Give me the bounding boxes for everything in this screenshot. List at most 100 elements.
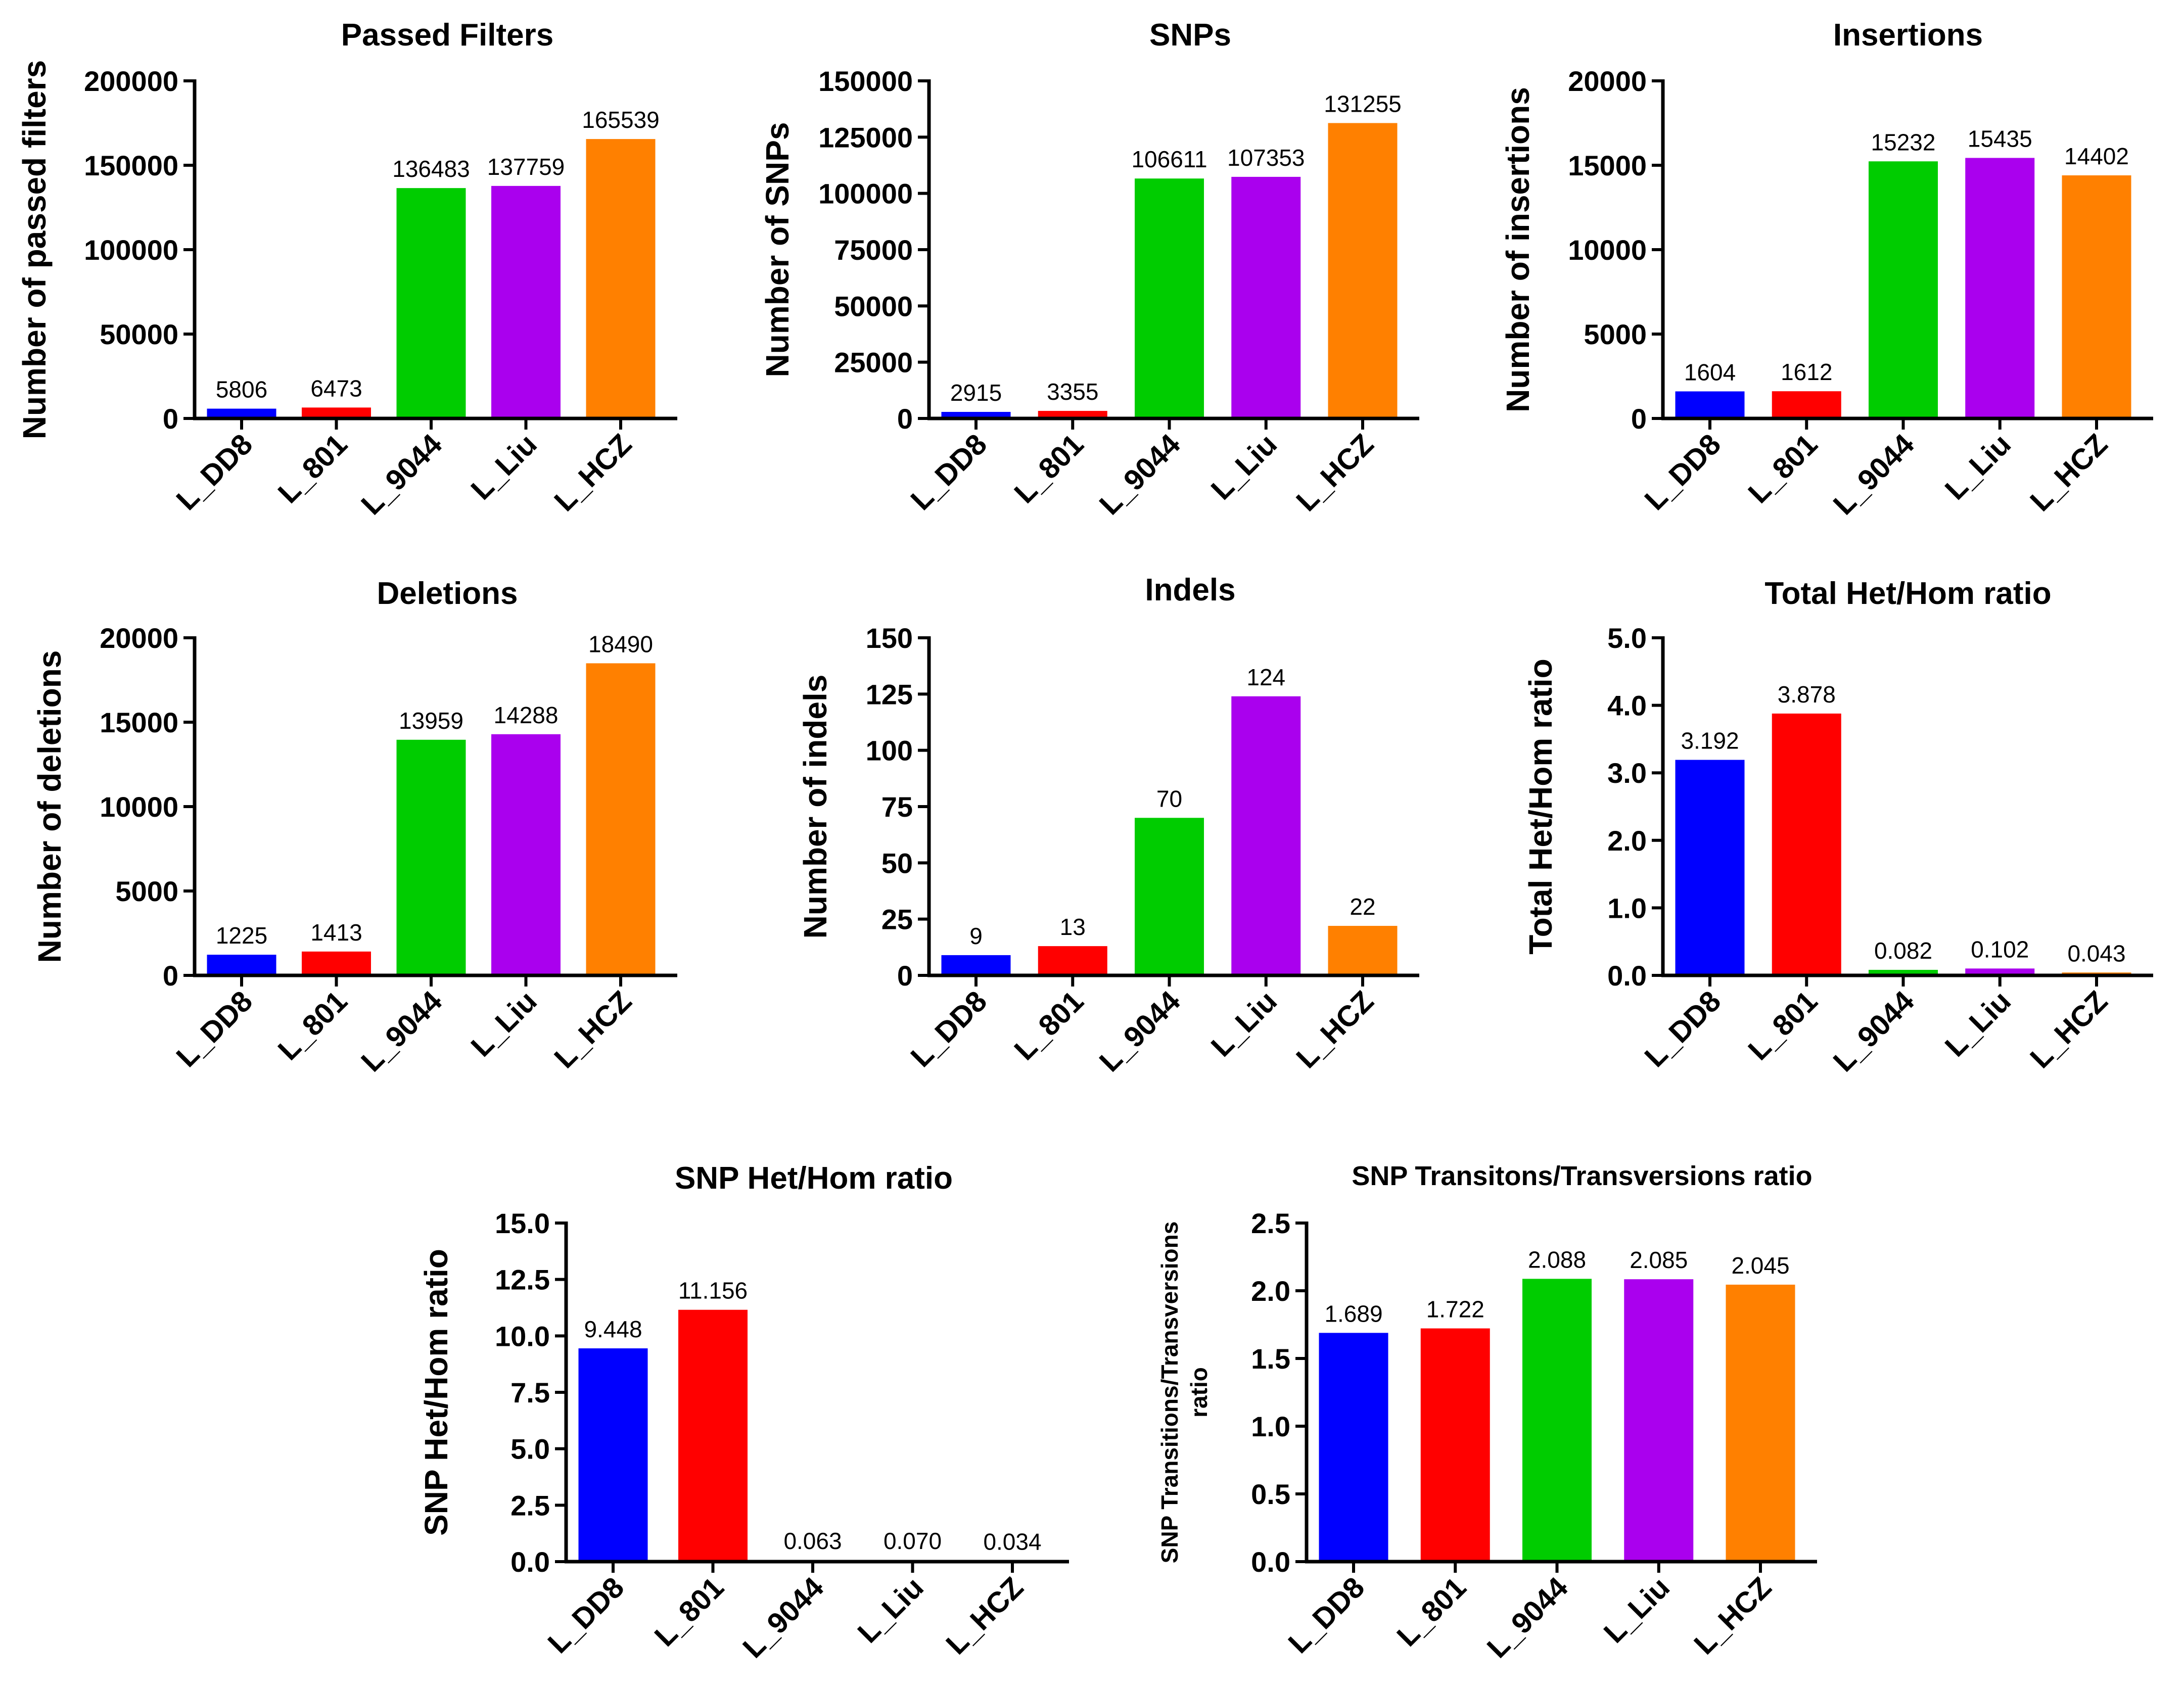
x-tick-label: L_Liu [464, 984, 543, 1063]
x-tick-label: L_9044 [736, 1571, 830, 1664]
y-tick-label: 1.0 [1607, 892, 1647, 924]
y-axis-label: SNP Het/Hom ratio [418, 1249, 454, 1536]
data-label: 3355 [1047, 379, 1098, 405]
x-tick-label: L_Liu [1939, 984, 2017, 1063]
y-tick-label: 5.0 [1607, 622, 1647, 654]
bar [1869, 970, 1938, 975]
x-tick-label: L_HCZ [1688, 1571, 1778, 1661]
data-label: 18490 [588, 631, 653, 657]
x-tick-label: L_801 [1008, 428, 1090, 509]
data-label: 3.192 [1681, 728, 1739, 754]
chart-title: Insertions [1833, 18, 1983, 53]
bar [1038, 411, 1107, 418]
x-tick-label: L_9044 [1827, 984, 1921, 1078]
bar [396, 739, 466, 975]
y-tick-label: 0 [897, 960, 913, 992]
y-tick-label: 1.5 [1251, 1343, 1290, 1375]
y-tick-label: 5.0 [510, 1433, 550, 1465]
bar [1319, 1333, 1388, 1562]
bar [1231, 696, 1301, 975]
chart-panel: Deletions Number of deletions 0 5000 10000 15… [31, 576, 677, 1078]
chart-title: SNP Het/Hom ratio [675, 1161, 953, 1196]
data-label: 9.448 [584, 1316, 642, 1342]
data-label: 165539 [582, 107, 660, 133]
y-tick-label: 200000 [84, 65, 178, 97]
chart-panel: Indels Number of indels 0 25 50 75 100 125 150 L_… [797, 573, 1419, 1078]
bar [491, 734, 561, 975]
bar [1231, 176, 1301, 418]
y-axis-label: Total Het/Hom ratio [1522, 659, 1559, 955]
x-tick-label: L_DD8 [904, 984, 993, 1073]
y-tick-label: 2.0 [1251, 1275, 1290, 1307]
bar [207, 955, 276, 975]
data-label: 0.034 [983, 1528, 1041, 1555]
y-tick-label: 50 [881, 847, 913, 879]
y-tick-label: 1.0 [1251, 1411, 1290, 1442]
data-label: 14288 [494, 702, 559, 728]
data-label: 13959 [399, 708, 463, 734]
y-tick-label: 15.0 [495, 1207, 550, 1239]
x-tick-label: L_DD8 [170, 428, 259, 517]
data-label: 9 [969, 923, 983, 949]
chart-title: Passed Filters [341, 18, 553, 53]
y-axis-label: Number of passed filters [16, 60, 53, 439]
x-tick-label: L_Liu [1205, 984, 1283, 1063]
x-tick-label: L_9044 [1481, 1571, 1574, 1664]
y-axis-label: Number of SNPs [759, 122, 796, 378]
chart-panel: SNP Transitons/Transversions ratio SNP Tr… [1156, 1161, 1817, 1664]
data-label: 6473 [310, 375, 362, 401]
x-tick-label: L_DD8 [1282, 1571, 1371, 1660]
data-label: 11.156 [678, 1278, 748, 1304]
x-tick-label: L_HCZ [1290, 984, 1380, 1074]
y-axis-label: SNP Transitions/Transversions [1156, 1222, 1183, 1564]
x-tick-label: L_801 [271, 984, 353, 1066]
bar [2062, 175, 2131, 418]
bar [1772, 713, 1841, 975]
chart-panel: Insertions Number of insertions 0 5000 10000… [1500, 18, 2153, 521]
x-tick-label: L_Liu [1205, 428, 1283, 506]
y-tick-label: 3.0 [1607, 757, 1647, 789]
y-tick-label: 5000 [115, 875, 178, 907]
bar [396, 188, 466, 418]
data-label: 13 [1060, 914, 1086, 940]
y-axis-label: Number of deletions [31, 650, 68, 963]
data-label: 137759 [487, 154, 565, 180]
x-tick-label: L_DD8 [170, 984, 259, 1073]
bar [302, 951, 371, 975]
chart-title: Indels [1145, 573, 1235, 607]
y-tick-label: 12.5 [495, 1264, 550, 1296]
bar [1328, 123, 1398, 419]
data-label: 1604 [1684, 359, 1736, 385]
x-tick-label: L_801 [648, 1571, 730, 1653]
bar [1772, 391, 1841, 418]
y-tick-label: 10000 [100, 791, 178, 823]
bar [1522, 1279, 1592, 1562]
data-label: 1612 [1781, 359, 1832, 385]
bar [1135, 178, 1204, 418]
data-label: 1.722 [1426, 1296, 1484, 1323]
y-tick-label: 0 [1631, 403, 1647, 435]
bar [207, 408, 276, 418]
y-tick-label: 100 [866, 735, 913, 767]
bar [586, 663, 656, 975]
data-label: 106611 [1131, 146, 1207, 172]
y-tick-label: 4.0 [1607, 690, 1647, 722]
y-tick-label: 20000 [1568, 65, 1647, 97]
y-tick-label: 2.0 [1607, 825, 1647, 857]
y-tick-label: 100000 [818, 178, 913, 210]
y-tick-label: 125000 [818, 121, 913, 153]
x-tick-label: L_HCZ [940, 1571, 1030, 1661]
x-tick-label: L_DD8 [541, 1571, 630, 1660]
x-tick-label: L_DD8 [1638, 428, 1727, 517]
y-tick-label: 20000 [100, 622, 178, 654]
y-tick-label: 7.5 [510, 1377, 550, 1409]
x-tick-label: L_801 [1742, 428, 1824, 509]
y-axis-label: Number of indels [797, 675, 833, 939]
x-tick-label: L_HCZ [548, 428, 638, 518]
data-label: 0.063 [783, 1528, 842, 1554]
y-tick-label: 100000 [84, 234, 178, 266]
y-axis-label: ratio [1186, 1367, 1212, 1418]
y-tick-label: 0 [163, 403, 178, 435]
x-tick-label: L_DD8 [904, 428, 993, 517]
